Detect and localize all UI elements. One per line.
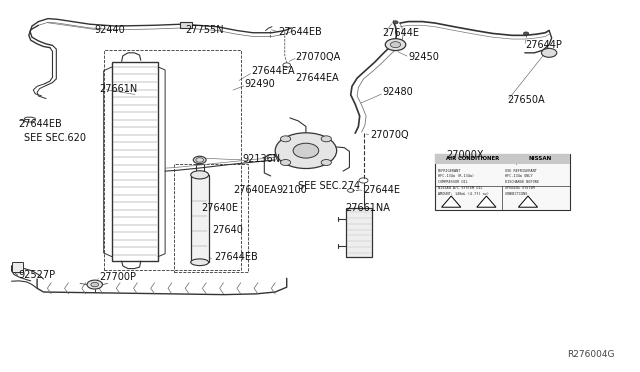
Bar: [112, 62, 158, 261]
Text: 27644EA: 27644EA: [296, 73, 339, 83]
Text: 27644E: 27644E: [383, 28, 420, 38]
Text: HFC-134a (R-134a): HFC-134a (R-134a): [438, 174, 474, 179]
Circle shape: [87, 280, 102, 289]
Circle shape: [193, 156, 206, 164]
Text: SEE SEC.274: SEE SEC.274: [298, 181, 360, 191]
Bar: [191, 175, 209, 262]
Bar: [346, 208, 372, 257]
Text: 92490: 92490: [244, 79, 275, 89]
Text: REFRIGERANT: REFRIGERANT: [438, 169, 461, 173]
Circle shape: [390, 42, 401, 48]
Text: !: !: [450, 199, 452, 204]
Text: 92136N: 92136N: [242, 154, 280, 164]
Text: 27644EB: 27644EB: [18, 119, 61, 128]
Text: 27644EB: 27644EB: [278, 27, 322, 36]
Text: 27644E: 27644E: [364, 185, 401, 195]
Circle shape: [280, 136, 291, 142]
Text: OPENING SYSTEM: OPENING SYSTEM: [505, 186, 535, 190]
Text: 27640EA: 27640EA: [234, 186, 277, 195]
Bar: [435, 154, 570, 210]
Text: HFC-134a ONLY: HFC-134a ONLY: [505, 174, 532, 179]
Text: NISSAN: NISSAN: [529, 156, 552, 161]
Circle shape: [385, 39, 406, 51]
Text: 27000X: 27000X: [447, 151, 484, 160]
Circle shape: [321, 136, 332, 142]
Bar: [435, 154, 570, 164]
Ellipse shape: [191, 171, 209, 179]
Text: !: !: [527, 199, 529, 204]
Text: 27070Q: 27070Q: [370, 130, 408, 140]
Text: 27661N: 27661N: [99, 84, 138, 93]
Text: AMOUNT: 140mL (4.7fl oz): AMOUNT: 140mL (4.7fl oz): [438, 192, 489, 196]
Text: 27644EB: 27644EB: [214, 253, 258, 262]
Text: 92100: 92100: [276, 186, 307, 195]
Text: AIR CONDITIONER: AIR CONDITIONER: [446, 156, 499, 161]
Bar: [104, 50, 241, 270]
Polygon shape: [518, 196, 538, 207]
Text: 92440: 92440: [95, 25, 125, 35]
Text: 27755N: 27755N: [186, 25, 224, 35]
Text: NISSAN A/C SYSTEM OIL: NISSAN A/C SYSTEM OIL: [438, 186, 483, 190]
Text: 92480: 92480: [383, 87, 413, 97]
Bar: [180, 22, 192, 28]
Text: SEE SEC.620: SEE SEC.620: [24, 133, 86, 142]
Polygon shape: [442, 196, 461, 207]
Circle shape: [541, 48, 557, 57]
Text: 27640: 27640: [212, 225, 243, 235]
Text: 27644P: 27644P: [525, 41, 562, 50]
Text: 27700P: 27700P: [99, 272, 136, 282]
Text: DISCHARGE BEFORE: DISCHARGE BEFORE: [505, 180, 539, 185]
Circle shape: [321, 160, 332, 166]
Circle shape: [275, 133, 337, 169]
Text: 27070QA: 27070QA: [296, 52, 341, 61]
Text: 27661NA: 27661NA: [346, 203, 390, 213]
Ellipse shape: [191, 259, 209, 266]
Text: 27644EA: 27644EA: [251, 67, 294, 76]
Text: 92450: 92450: [408, 52, 439, 61]
Text: COMPRESSOR OIL: COMPRESSOR OIL: [438, 180, 467, 185]
Text: 27650A: 27650A: [507, 96, 545, 105]
Circle shape: [91, 282, 99, 287]
Circle shape: [293, 143, 319, 158]
Bar: [174, 164, 248, 272]
Bar: [12, 262, 23, 272]
Text: 27640E: 27640E: [202, 203, 239, 213]
Circle shape: [393, 21, 398, 24]
Text: R276004G: R276004G: [567, 350, 614, 359]
Text: CONNECTIONS: CONNECTIONS: [505, 192, 529, 196]
Circle shape: [524, 32, 529, 35]
Polygon shape: [477, 196, 496, 207]
Circle shape: [280, 160, 291, 166]
Text: 92527P: 92527P: [18, 270, 55, 280]
Text: USE REFRIGERANT: USE REFRIGERANT: [505, 169, 537, 173]
Text: !: !: [485, 199, 488, 204]
